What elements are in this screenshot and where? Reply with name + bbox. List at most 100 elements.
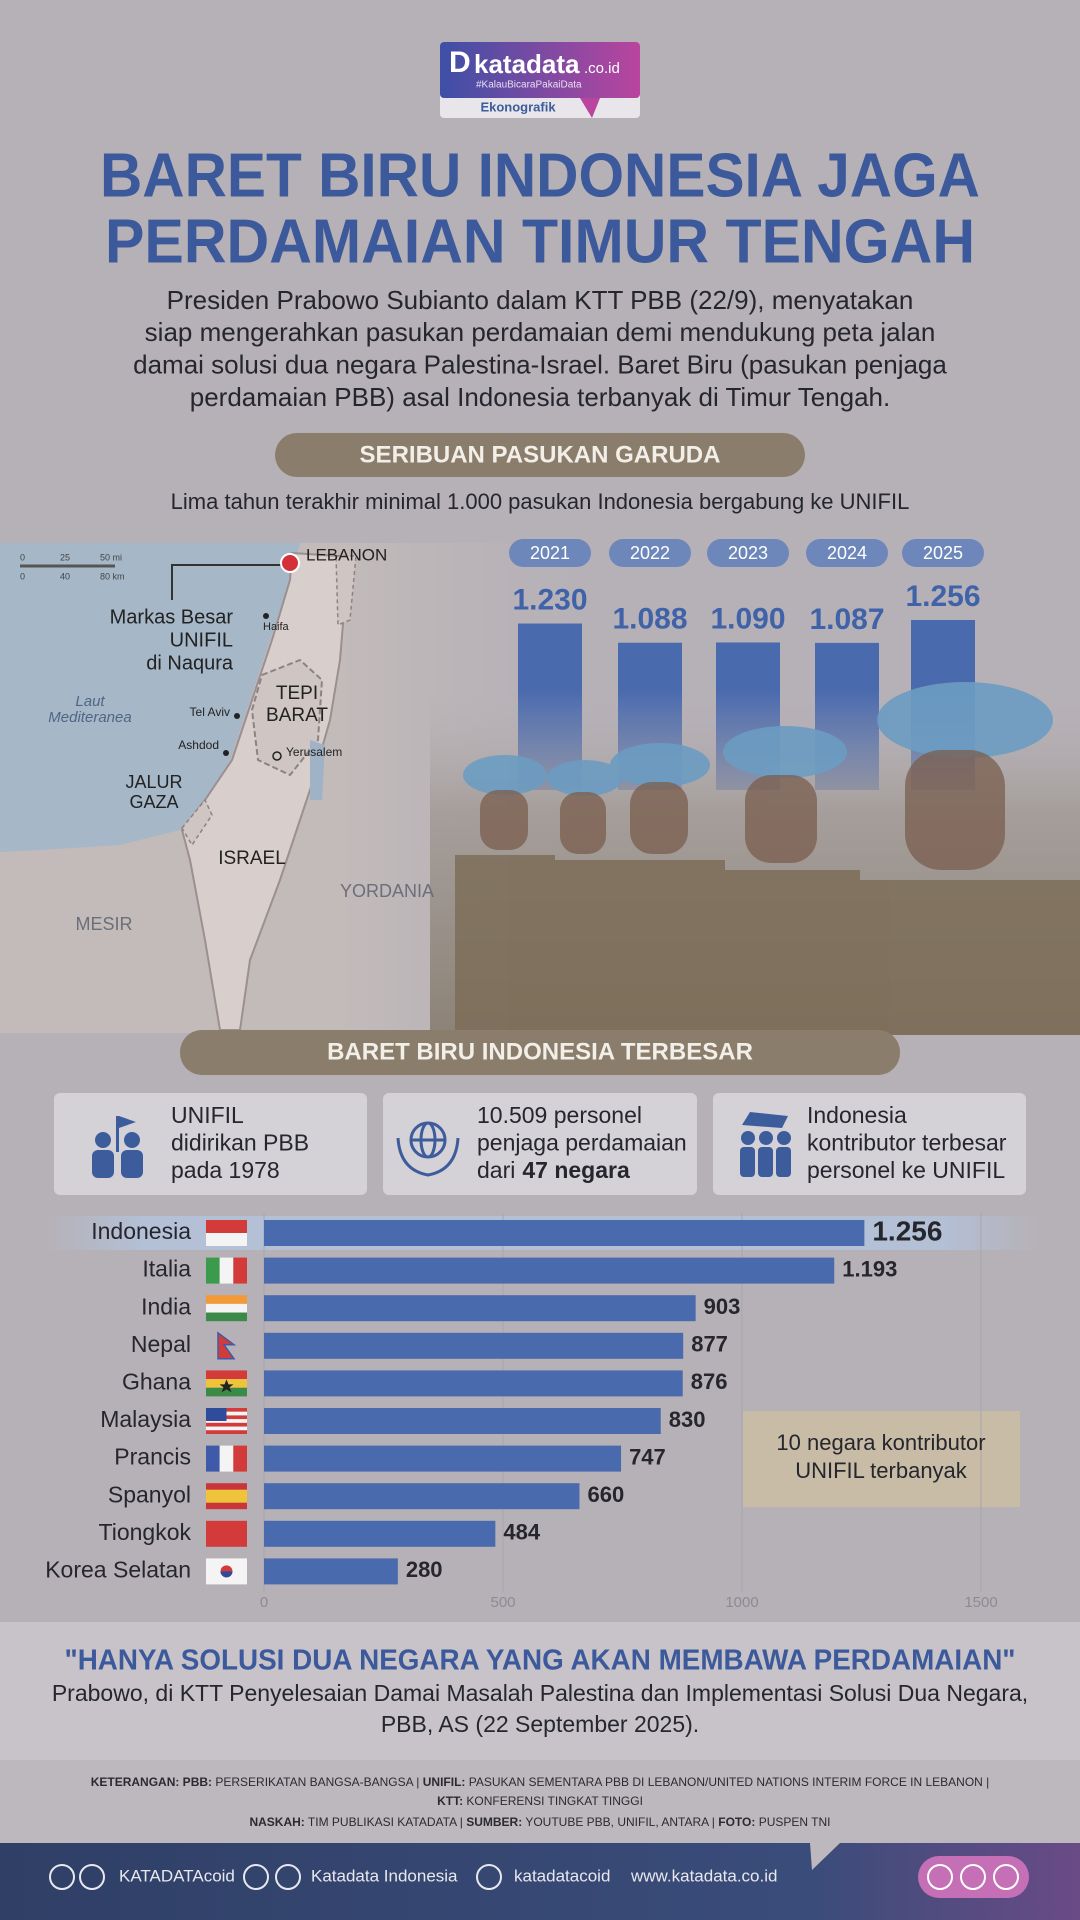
map-label: di Naqura bbox=[146, 652, 234, 674]
bar bbox=[264, 1257, 835, 1284]
flag-part bbox=[206, 1520, 247, 1547]
flag-part bbox=[219, 1445, 234, 1472]
flag-part bbox=[206, 1233, 247, 1246]
logo-label: Ekonografik bbox=[480, 99, 556, 114]
icon-soldiers bbox=[740, 1112, 791, 1177]
x-tick-label: 0 bbox=[260, 1594, 268, 1611]
map-dot bbox=[263, 613, 269, 619]
flag-part bbox=[206, 1408, 227, 1421]
note-segment: NASKAH: bbox=[249, 1815, 304, 1829]
logo-tagline: #KalauBicaraPakaiData bbox=[476, 80, 582, 91]
flag bbox=[217, 1331, 237, 1360]
map-label: YORDANIA bbox=[340, 881, 434, 901]
section-heading: BARET BIRU INDONESIA TERBESAR bbox=[327, 1038, 753, 1065]
flag bbox=[206, 1520, 247, 1547]
value-label: 877 bbox=[691, 1332, 728, 1357]
value-label: 1.256 bbox=[872, 1215, 942, 1246]
footer-tail bbox=[810, 1843, 840, 1870]
flag bbox=[206, 1295, 247, 1322]
card-text: penjaga perdamaian bbox=[477, 1130, 687, 1156]
map-scale-label: 0 bbox=[20, 552, 25, 562]
map-label: TEPI bbox=[276, 683, 318, 704]
map-label: Mediteranea bbox=[48, 709, 131, 726]
map-scale-label: 0 bbox=[20, 571, 25, 581]
year-pill bbox=[707, 539, 789, 567]
photo-soldiers bbox=[463, 682, 1053, 796]
map-label: Laut bbox=[75, 693, 105, 710]
map-scale-label: 25 bbox=[60, 552, 70, 562]
map-label: Haifa bbox=[263, 621, 290, 633]
map-pointer bbox=[171, 564, 290, 600]
flag-part bbox=[206, 1387, 247, 1397]
note-segment: YOUTUBE PBB, UNIFIL, ANTARA | bbox=[522, 1815, 718, 1829]
icon-people bbox=[92, 1116, 143, 1178]
social-handle: www.katadata.co.id bbox=[630, 1866, 777, 1885]
annotation-box bbox=[743, 1411, 1020, 1507]
y-tick-label: Spanyol bbox=[108, 1481, 191, 1507]
card-text: personel ke UNIFIL bbox=[807, 1157, 1005, 1183]
bar bbox=[264, 1370, 683, 1397]
card-text-segment: kontributor terbesar bbox=[807, 1130, 1007, 1156]
map-label: UNIFIL bbox=[170, 629, 233, 651]
x-tick-label: 2024 bbox=[827, 543, 867, 563]
map-west-bank bbox=[250, 658, 324, 777]
map-golan bbox=[335, 555, 357, 627]
map-hq-marker bbox=[280, 553, 300, 573]
bar bbox=[264, 1295, 696, 1322]
value-label: 1.087 bbox=[809, 603, 884, 636]
x-tick-label: 2025 bbox=[923, 543, 963, 563]
y-tick-label: Nepal bbox=[131, 1331, 191, 1357]
value-label: 747 bbox=[629, 1444, 666, 1469]
note-segment: FOTO: bbox=[718, 1815, 755, 1829]
map-label: BARAT bbox=[266, 705, 328, 726]
card-text: dari 47 negara bbox=[477, 1157, 630, 1183]
info-card bbox=[713, 1093, 1026, 1195]
flag-part bbox=[206, 1445, 220, 1472]
flag-part bbox=[220, 1571, 233, 1578]
bar bbox=[264, 1408, 661, 1434]
notes-section bbox=[0, 1760, 1080, 1843]
map-dot bbox=[234, 713, 240, 719]
flag-part bbox=[233, 1445, 247, 1472]
logo-brand: katadata bbox=[474, 49, 580, 79]
icon-globe bbox=[396, 1121, 460, 1177]
y-tick-label: Indonesia bbox=[91, 1218, 191, 1244]
y-tick-label: India bbox=[141, 1293, 191, 1319]
flag-part bbox=[206, 1426, 247, 1431]
value-label: 903 bbox=[704, 1294, 741, 1319]
footer-bar bbox=[0, 1843, 1080, 1920]
bar bbox=[264, 1520, 496, 1547]
y-tick-label: Korea Selatan bbox=[45, 1556, 191, 1582]
card-text-segment: Indonesia bbox=[807, 1102, 907, 1128]
intro-text: damai solusi dua negara Palestina-Israel… bbox=[133, 349, 947, 379]
note: KETERANGAN: PBB: PERSERIKATAN BANGSA-BAN… bbox=[91, 1775, 990, 1789]
flag-part bbox=[206, 1257, 220, 1284]
year-pill bbox=[509, 539, 591, 567]
social-handle: KATADATAcoid bbox=[119, 1866, 235, 1885]
flag-part bbox=[206, 1422, 247, 1427]
license-pill bbox=[918, 1856, 1029, 1898]
logo-band bbox=[440, 42, 640, 98]
annotation: UNIFIL terbanyak bbox=[795, 1458, 968, 1483]
flag-part bbox=[206, 1312, 247, 1322]
social-handle: katadatacoid bbox=[514, 1866, 610, 1885]
license-icons bbox=[927, 1864, 1019, 1890]
map-sea bbox=[0, 543, 300, 852]
quote-section bbox=[0, 1622, 1080, 1760]
map-label: Markas Besar bbox=[110, 606, 234, 628]
flag-part bbox=[233, 1257, 247, 1284]
card-text-segment: pada 1978 bbox=[171, 1157, 280, 1183]
bar bbox=[264, 1558, 398, 1585]
card-text-segment: UNIFIL bbox=[171, 1102, 244, 1128]
flag bbox=[206, 1408, 247, 1434]
bar bbox=[264, 1483, 580, 1510]
intro-text: siap mengerahkan pasukan perdamaian demi… bbox=[145, 317, 936, 347]
logo-mark: D bbox=[449, 46, 471, 79]
flag bbox=[206, 1370, 247, 1397]
map-label: Tel Aviv bbox=[190, 705, 230, 719]
card-text-segment: penjaga perdamaian bbox=[477, 1130, 687, 1156]
card-text: pada 1978 bbox=[171, 1157, 280, 1183]
x-tick-label: 2022 bbox=[630, 543, 670, 563]
card-text: didirikan PBB bbox=[171, 1130, 309, 1156]
